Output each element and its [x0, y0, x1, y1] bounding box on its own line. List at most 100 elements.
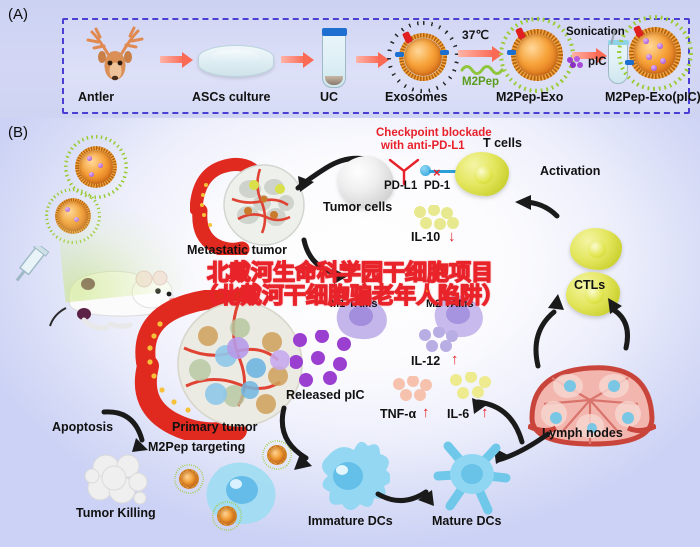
exosome-core — [219, 508, 235, 524]
tumor-killing-label: Tumor Killing — [76, 506, 156, 520]
pd1-link — [429, 170, 457, 173]
immature-dcs-label: Immature DCs — [308, 514, 393, 528]
exosome-core — [516, 34, 558, 76]
pd1-receptor-icon — [420, 165, 431, 176]
exosome-protein-blue — [625, 60, 634, 65]
panel-b-tag: (B) — [8, 124, 28, 141]
primary-tumor-icon — [134, 290, 303, 440]
tube-pellet — [325, 76, 343, 85]
panel-a-tag: (A) — [8, 6, 28, 23]
exosome-protein-blue — [507, 50, 516, 55]
ctl-cell — [570, 228, 622, 270]
arrow-culture-to-uc — [281, 51, 314, 68]
m1-tam-macrophage — [336, 297, 387, 340]
ctl-nucleus — [588, 240, 606, 258]
panel-a-frame — [62, 18, 690, 114]
panel-a-label-m2pep-exo-pic: M2Pep-Exo(pIC) — [605, 90, 700, 104]
lymph-nodes-label: Lymph nodes — [542, 426, 623, 440]
loaded-pic-dot — [660, 58, 666, 64]
sonication-label: Sonication — [566, 26, 625, 38]
mature-dcs-label: Mature DCs — [432, 514, 502, 528]
injected-exosome-particle — [64, 135, 128, 199]
m2pep-label: M2Pep — [462, 76, 500, 88]
m2pep-peptide-icon — [460, 65, 504, 75]
il-12-label: IL-12 — [411, 354, 441, 368]
pic-cluster-icon — [567, 56, 583, 68]
exosome-core — [78, 149, 114, 185]
injection-beam — [55, 189, 195, 303]
exosome-core — [181, 471, 197, 487]
m2-tam-macrophage — [434, 295, 483, 338]
loaded-pic-dot — [643, 38, 649, 44]
panel-a-label-uc: UC — [320, 90, 339, 104]
tnf-alpha-trend-icon: ↑ — [422, 404, 430, 421]
antibody-icon — [388, 158, 420, 186]
metastatic-tumor-label: Metastatic tumor — [187, 243, 288, 257]
il-6-cytokine-dots — [450, 372, 491, 399]
panel-a-label-m2pep-exo: M2Pep-Exo — [496, 90, 564, 104]
m2pep-exo-pic-particle — [616, 14, 694, 92]
il-6-label: IL-6 — [447, 407, 470, 421]
checkpoint-blockade-line1: Checkpoint blockade — [376, 127, 492, 139]
il-10-trend-icon: ↓ — [448, 228, 456, 245]
apoptosis-label: Apoptosis — [52, 420, 114, 434]
tnf-alpha-label: TNF-α — [380, 407, 417, 421]
metastatic-tumor-icon — [190, 157, 305, 255]
immature-dc-icon — [322, 441, 390, 510]
il-12-trend-icon: ↑ — [451, 351, 459, 368]
watermark-line-1: 北戴河生命科学园干细胞项目 — [206, 261, 494, 286]
syringe-icon — [15, 246, 50, 282]
targeting-exosome — [262, 440, 292, 470]
released-pic-label: Released pIC — [286, 388, 365, 402]
arrow-uc-to-exosomes — [356, 51, 389, 68]
loaded-pic-dot — [89, 172, 94, 177]
panel-a-label-ascs: ASCs culture — [192, 90, 271, 104]
m1-tams-label: M1 TAMs — [330, 298, 378, 310]
m2pep-targeting-label: M2Pep targeting — [148, 440, 246, 454]
arrow-sonication — [572, 47, 607, 64]
antler-deer-icon — [86, 26, 144, 81]
loaded-pic-dot — [87, 156, 92, 161]
m2-tams-label: M2 TAMs — [426, 298, 474, 310]
uc-tube-icon — [321, 27, 347, 88]
tnf-alpha-cytokine-dots — [393, 376, 432, 401]
pd-l1-label: PD-L1 — [384, 180, 418, 192]
exosome-protein-blue — [395, 52, 404, 57]
dish-highlight — [210, 50, 260, 64]
activation-label: Activation — [540, 164, 601, 178]
arrow-exosomes-to-m2pep — [458, 45, 503, 62]
loaded-pic-dot — [657, 43, 663, 49]
il-10-label: IL-10 — [411, 230, 441, 244]
panel-a: (A) Antler ASCs culture UC — [0, 0, 700, 118]
il-10-cytokine-dots — [414, 205, 459, 230]
t-cell — [455, 152, 509, 196]
blockade-x-icon: × — [433, 165, 441, 180]
exosome-protein-blue — [440, 50, 449, 55]
tumor-cells-label: Tumor cells — [323, 200, 393, 214]
primary-tumor-label: Primary tumor — [172, 420, 258, 434]
ctl-nucleus — [585, 285, 604, 304]
t-cell-nucleus — [474, 165, 493, 184]
panel-a-label-antler: Antler — [78, 90, 115, 104]
targeting-exosome — [174, 464, 204, 494]
apoptotic-cell-icon — [84, 454, 148, 505]
lymph-node-icon — [528, 365, 656, 447]
targeting-exosome — [212, 501, 242, 531]
exosome-core — [269, 447, 285, 463]
pd-1-label: PD-1 — [424, 180, 451, 192]
m2pep-exosome-particle — [498, 16, 576, 94]
checkpoint-blockade-line2: with anti-PD-L1 — [381, 140, 465, 152]
tube-cap — [321, 27, 347, 36]
tumor-cell — [338, 156, 394, 208]
exosome-particle — [387, 21, 459, 93]
pic-label: pIC — [588, 56, 607, 68]
loaded-pic-dot — [646, 54, 652, 60]
loaded-pic-dot — [98, 163, 103, 168]
mature-dc-icon — [433, 441, 511, 515]
t-cells-label: T cells — [483, 136, 522, 150]
il-6-trend-icon: ↑ — [481, 404, 489, 421]
il-12-cytokine-dots — [419, 327, 458, 352]
arrow-antler-to-culture — [160, 51, 193, 68]
released-pic-dots — [290, 330, 351, 387]
